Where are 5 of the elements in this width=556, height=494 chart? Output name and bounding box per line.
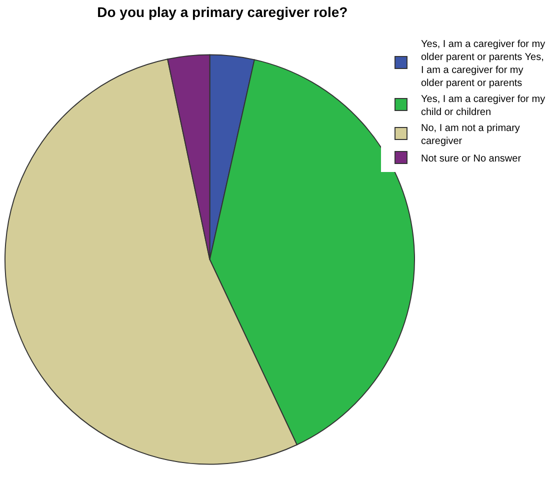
chart-title: Do you play a primary caregiver role? xyxy=(97,4,348,20)
legend-label: Yes, I am a caregiver for my child or children xyxy=(421,94,546,118)
legend-label: Yes, I am a caregiver for my older parent or parents Yes, I am a caregiver for my older parent or parents xyxy=(421,38,546,89)
legend-label: Not sure or No answer xyxy=(421,153,522,164)
legend-label: No, I am not a primary caregiver xyxy=(421,122,520,147)
